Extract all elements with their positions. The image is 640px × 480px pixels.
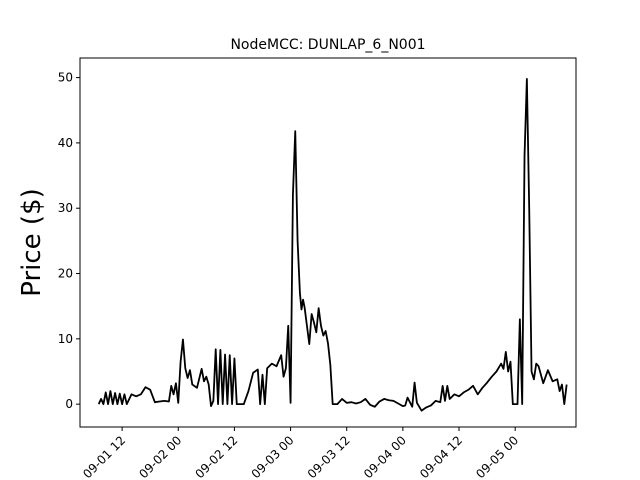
chart-title: NodeMCC: DUNLAP_6_N001 bbox=[230, 37, 425, 53]
x-axis: 09-01 12 09-02 00 09-02 12 09-03 00 09-03 12… bbox=[80, 427, 521, 480]
x-tick-label: 09-03 12 bbox=[305, 433, 353, 480]
series-line bbox=[97, 78, 568, 412]
y-tick-label: 50 bbox=[58, 71, 73, 85]
x-tick-label: 09-01 12 bbox=[80, 433, 128, 480]
y-tick-label: 10 bbox=[58, 332, 73, 346]
y-axis: 0 10 20 30 40 50 bbox=[58, 71, 80, 411]
x-tick-label: 09-04 00 bbox=[361, 433, 409, 480]
y-tick-label: 30 bbox=[58, 201, 73, 215]
x-tick-label: 09-02 12 bbox=[192, 433, 240, 480]
x-tick-label: 09-05 00 bbox=[473, 433, 521, 480]
plot-area bbox=[80, 58, 576, 427]
y-tick-label: 40 bbox=[58, 136, 73, 150]
series-layer bbox=[97, 78, 568, 412]
y-tick-label: 20 bbox=[58, 267, 73, 281]
y-tick-label: 0 bbox=[65, 397, 73, 411]
y-axis-label: Price ($) bbox=[17, 188, 47, 297]
x-tick-label: 09-03 00 bbox=[249, 433, 297, 480]
axes-frame bbox=[79, 57, 577, 428]
x-tick-label: 09-02 00 bbox=[136, 433, 184, 480]
x-tick-label: 09-04 12 bbox=[417, 433, 465, 480]
